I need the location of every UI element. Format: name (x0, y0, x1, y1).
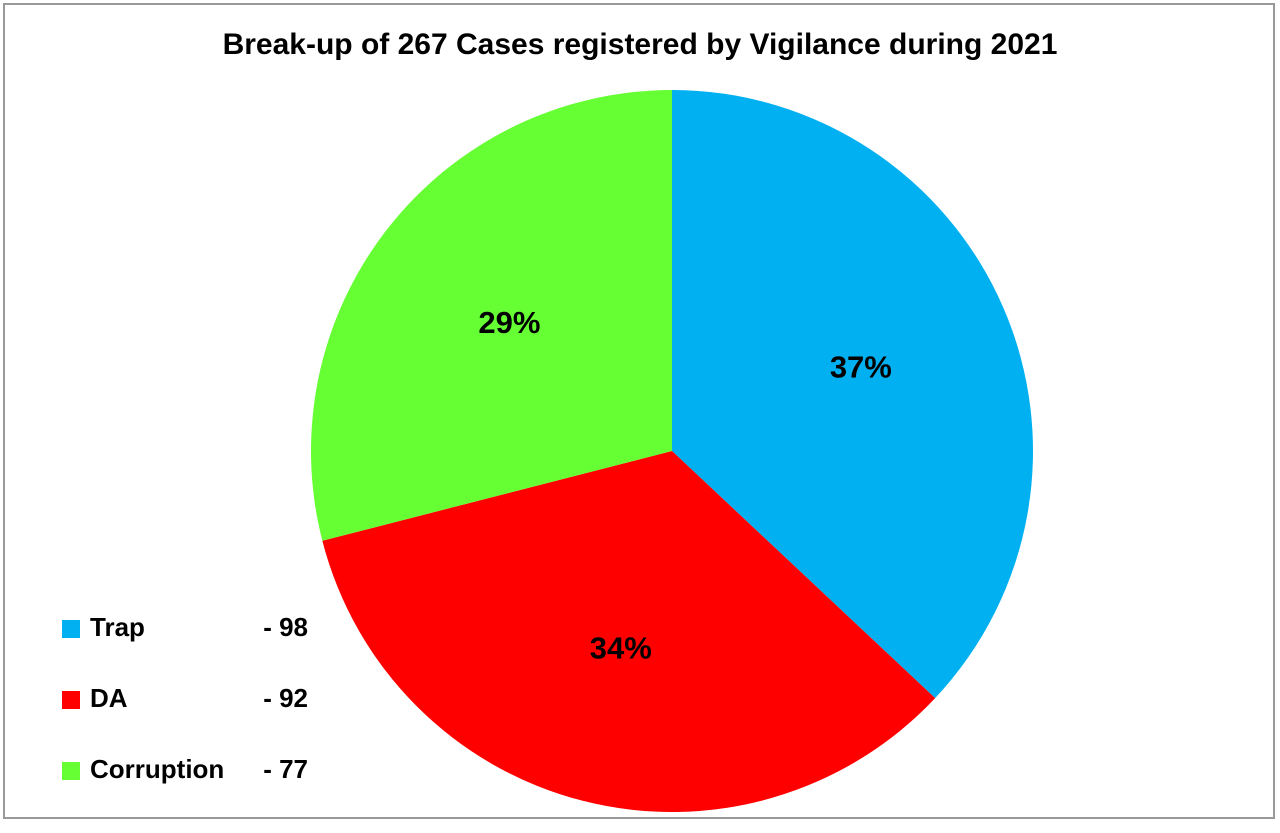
slice-label: 29% (478, 305, 540, 340)
legend-label: Trap (90, 612, 145, 642)
legend-swatch (62, 620, 80, 638)
slice-label: 34% (590, 630, 652, 665)
legend-swatch (62, 762, 80, 780)
chart-title: Break-up of 267 Cases registered by Vigi… (223, 28, 1058, 61)
legend-label: DA (90, 683, 128, 713)
legend-count: - 98 (263, 612, 308, 642)
legend-count: - 77 (263, 754, 308, 784)
pie-slice (311, 90, 672, 541)
legend-count: - 92 (263, 683, 308, 713)
legend-swatch (62, 691, 80, 709)
legend-label: Corruption (90, 754, 224, 784)
pie-slice (322, 451, 936, 812)
pie-slice (672, 90, 1033, 699)
slice-label: 37% (830, 349, 892, 384)
